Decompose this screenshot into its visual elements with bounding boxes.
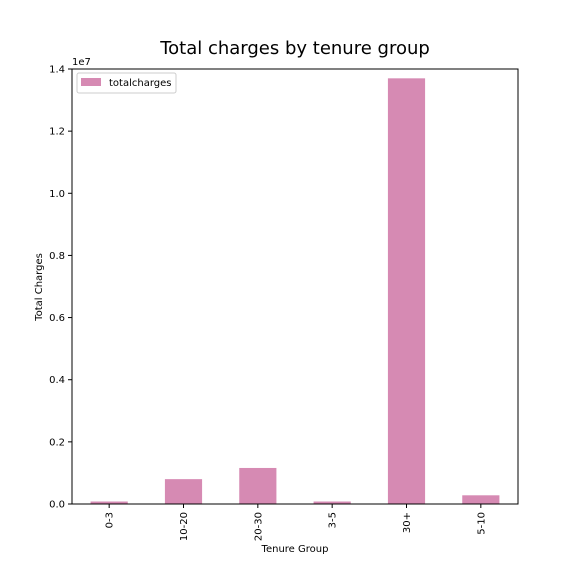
x-tick-label: 10-20 — [179, 512, 190, 541]
bar-0-3 — [90, 501, 128, 504]
y-tick-label: 1.4 — [49, 65, 65, 76]
bar-10-20 — [164, 479, 203, 504]
legend: totalcharges — [76, 72, 177, 94]
bar-20-30 — [239, 467, 277, 504]
x-tick-label: 5-10 — [476, 512, 487, 535]
bar-5-10 — [462, 495, 500, 504]
y-tick-label: 0.4 — [49, 375, 65, 386]
x-axis-label: Tenure Group — [261, 544, 329, 555]
legend-frame — [76, 72, 177, 94]
y-ticks-group: 0.0 0.2 0.4 0.6 0.8 1.0 1.2 1.4 — [49, 65, 72, 511]
y-axis-label: Total Charges — [34, 253, 45, 322]
x-ticks-group: 0-3 10-20 20-30 3-5 30+ 5-10 — [105, 504, 487, 541]
x-tick-label: 20-30 — [253, 512, 264, 541]
legend-label-totalcharges: totalcharges — [109, 78, 171, 89]
bars-group — [90, 78, 500, 505]
y-tick-label: 0.8 — [49, 251, 65, 262]
y-tick-label: 1.2 — [49, 127, 65, 138]
bar-30+ — [387, 78, 426, 505]
y-tick-label: 0.6 — [49, 313, 65, 324]
x-tick-label: 30+ — [402, 512, 413, 533]
x-tick-label: 3-5 — [328, 512, 339, 528]
legend-swatch-totalcharges — [81, 78, 101, 86]
plot-frame — [71, 68, 519, 505]
bar-3-5 — [313, 501, 351, 504]
x-tick-label: 0-3 — [105, 512, 116, 528]
y-tick-label: 0.0 — [49, 500, 65, 511]
y-tick-label: 0.2 — [49, 437, 65, 448]
y-axis-offset-label: 1e7 — [72, 57, 91, 68]
chart-title: Total charges by tenure group — [159, 38, 430, 59]
y-tick-label: 1.0 — [49, 189, 65, 200]
